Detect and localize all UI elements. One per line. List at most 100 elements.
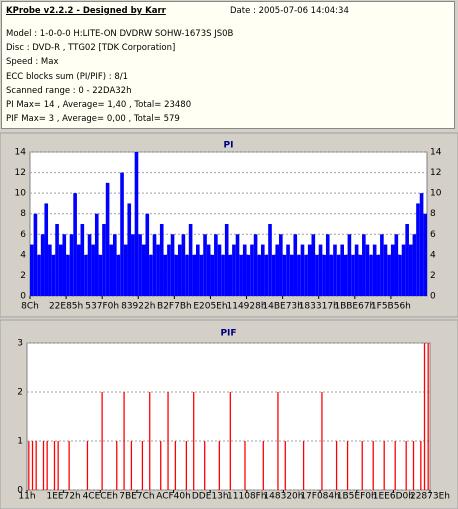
y-tick-label-right: 0 [430,292,436,302]
y-tick-label: 10 [15,189,27,199]
y-tick-label: 0 [17,486,23,496]
bar [116,441,118,490]
bar [33,213,38,296]
app-title: KProbe v2.2.2 - Designed by Karr [6,6,166,16]
bar [282,254,287,296]
bar [192,254,197,296]
bar [347,234,352,296]
bar [325,234,330,296]
bar [102,224,106,296]
bar [405,224,409,296]
bar [398,254,402,296]
bar [127,203,132,296]
bar [297,254,301,296]
bar [131,234,135,296]
bar [420,441,422,490]
y-tick-label: 4 [20,250,26,260]
bar [30,244,34,296]
info-line: ECC blocks sum (PI/PIF) : 8/1 [6,71,129,82]
x-tick-label: B2F7Bh [157,302,192,312]
bar [193,392,195,490]
info-line: PI Max= 14 , Average= 1,40 , Total= 2348… [6,100,192,110]
bar [321,392,323,490]
bar [408,244,413,296]
scan-date: Date : 2005-07-06 14:04:34 [230,6,349,16]
y-tick-label: 0 [20,292,26,302]
y-tick-label-right: 10 [430,189,442,199]
bar [31,441,34,490]
x-tick-label: 4CECEh [83,492,118,502]
bar [185,441,188,490]
bar [62,234,67,296]
bar [185,254,189,296]
bar [335,441,338,490]
y-tick-label-right: 12 [430,168,441,178]
bar [390,244,395,296]
bar [286,244,290,296]
bar [159,224,164,296]
bar [311,234,316,296]
bar [246,254,251,296]
bar [69,234,74,296]
bar [235,234,240,296]
info-line: Disc : DVD-R , TTG02 [TDK Corporation] [6,43,176,54]
bar [149,392,151,490]
bar [141,441,144,490]
bar [76,244,81,296]
bar [289,254,294,296]
bar [257,254,261,296]
bar [199,254,204,296]
bar [149,254,153,296]
info-line: Model : 1-0-0-0 H:LITE-ON DVDRW SOHW-167… [6,29,234,39]
bar [401,244,406,296]
bar [141,244,146,296]
bar [242,244,247,296]
y-tick-label: 1 [17,437,23,447]
bar [302,441,305,490]
y-tick-label: 14 [15,148,27,158]
bar [46,441,48,490]
bar [170,234,175,296]
y-tick-label-right: 2 [430,271,436,281]
bar [253,234,258,296]
bar [86,441,89,490]
y-tick-label: 3 [17,339,23,349]
bar [307,244,312,296]
bar [361,441,363,490]
bar [123,244,128,296]
bar [218,441,220,490]
bar [55,224,59,296]
bar [105,182,110,296]
bar [383,244,388,296]
bar [329,254,334,296]
bar [116,254,121,296]
bar [279,234,283,296]
bar [91,244,95,296]
y-tick-label-right: 6 [430,230,436,240]
bar [293,234,298,296]
y-tick-label: 6 [20,230,26,240]
x-tick-label: 183317h [299,302,339,312]
bar [343,254,348,296]
bar [53,441,56,490]
bar [113,234,117,296]
bar [42,441,45,490]
bar [87,234,92,296]
bar [206,244,211,296]
bar [376,254,381,296]
bar [405,441,407,490]
bar [354,244,359,296]
bar [188,224,193,296]
x-tick-label: 11h [18,492,35,502]
bar [181,234,186,296]
bar [275,244,280,296]
bar [304,254,308,296]
bar [120,172,124,296]
bar [365,244,370,296]
x-tick-label: 83922h [121,302,155,312]
x-tick-label: 148320h [263,492,303,502]
y-tick-label-right: 8 [430,209,436,219]
x-tick-label: 22873Eh [410,492,450,502]
bar [204,441,206,490]
bar [130,441,133,490]
